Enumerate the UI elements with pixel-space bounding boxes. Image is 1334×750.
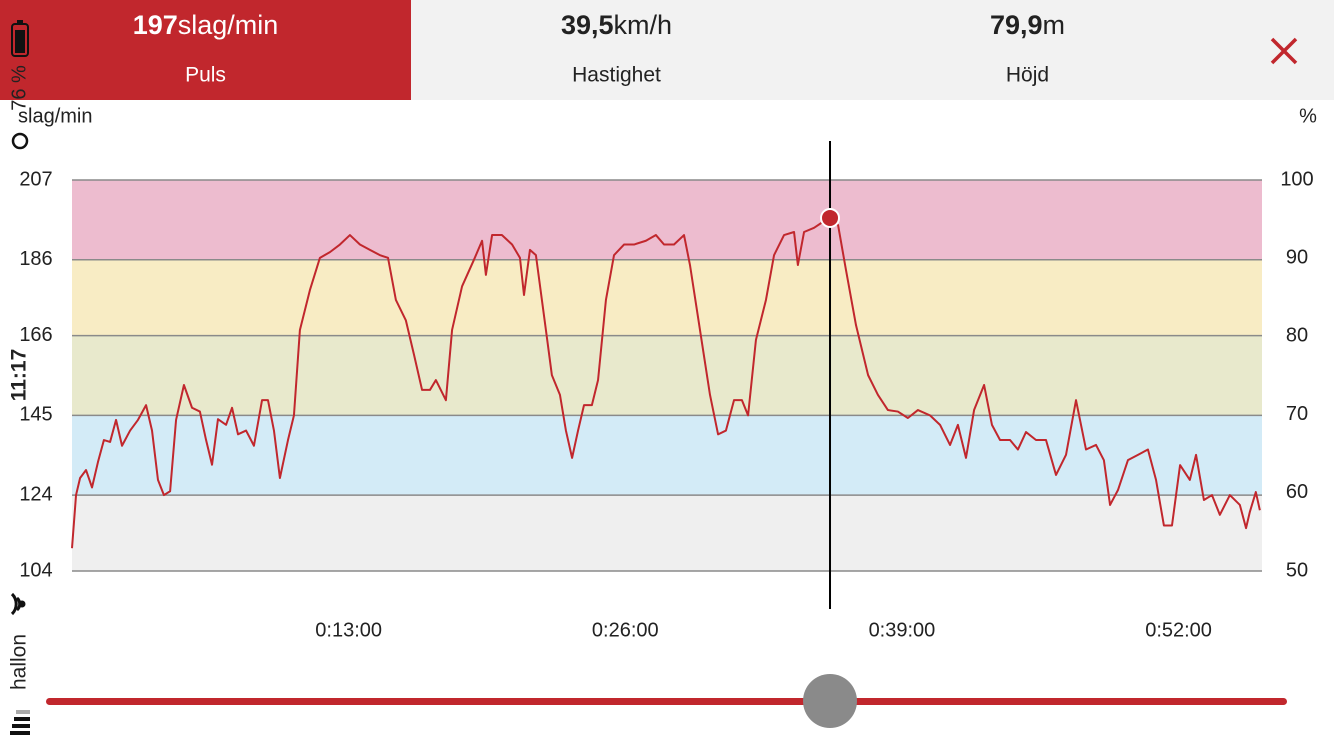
battery-tip: [17, 20, 23, 24]
tab[interactable]: 79,9m Höjd: [990, 10, 1065, 86]
y2-tick-label: 60: [1286, 481, 1308, 503]
y-tick-label: 186: [19, 248, 52, 270]
y-tick-label: 124: [19, 483, 52, 505]
tab-label: Höjd: [1006, 64, 1049, 87]
slider-track[interactable]: [46, 698, 1287, 705]
x-tick-label: 0:26:00: [592, 619, 659, 641]
slider-thumb[interactable]: [803, 674, 858, 728]
zone-band: [72, 415, 1262, 496]
y-tick-label: 166: [19, 324, 52, 346]
tab-value: 79,9m: [990, 10, 1065, 40]
zone-band: [72, 259, 1262, 336]
tab-value: 39,5km/h: [561, 10, 672, 40]
y-tick-label: 207: [19, 168, 52, 190]
tab-label: Puls: [185, 64, 226, 87]
x-tick-label: 0:39:00: [869, 619, 936, 641]
x-tick-label: 0:52:00: [1145, 619, 1212, 641]
zone-band: [72, 335, 1262, 416]
y2-tick-label: 80: [1286, 325, 1308, 347]
unit: m: [1043, 10, 1066, 40]
close-button[interactable]: [1270, 37, 1298, 65]
y2-tick-label: 70: [1286, 403, 1308, 425]
unit: km/h: [614, 10, 673, 40]
zone-band: [72, 495, 1262, 571]
y2-tick-label: 90: [1286, 246, 1308, 268]
y-tick-label: 145: [19, 404, 52, 426]
x-tick-label: 0:13:00: [315, 619, 382, 641]
signal-icon: [10, 710, 30, 735]
carrier: hallon: [8, 634, 31, 690]
y-tick-label: 104: [19, 559, 52, 581]
tab-bg: [0, 0, 411, 100]
battery-level: [15, 30, 25, 53]
value: 39,5: [561, 10, 614, 40]
value: 79,9: [990, 10, 1043, 40]
tab-value: 197slag/min: [133, 10, 279, 40]
y-axis-label: slag/min: [18, 105, 92, 127]
value: 197: [133, 10, 178, 40]
unit: slag/min: [178, 10, 279, 40]
zone-band: [72, 180, 1262, 260]
status-bar: 76 % 11:17 hallon: [8, 20, 31, 735]
rotation-lock-icon: [11, 132, 29, 150]
tab[interactable]: 39,5km/h Hastighet: [561, 10, 672, 86]
time: 11:17: [8, 349, 31, 402]
line: [71, 216, 1261, 549]
y2-tick-label: 50: [1286, 559, 1308, 581]
y2-axis-label: %: [1299, 105, 1317, 127]
wifi-icon: [10, 592, 26, 616]
y2-tick-label: 100: [1280, 168, 1313, 190]
plot: slag/min % 104 124 145 166 186 207 50 60 70 80 90 100…: [18, 105, 1317, 641]
tab[interactable]: 197slag/min Puls: [0, 0, 411, 100]
cursor-dot: [820, 207, 841, 228]
tab-label: Hastighet: [572, 64, 661, 87]
battery-text: 76 %: [8, 65, 30, 111]
tabs: 197slag/min Puls 39,5km/h Hastighet 79,9m Höj…: [0, 0, 1065, 100]
